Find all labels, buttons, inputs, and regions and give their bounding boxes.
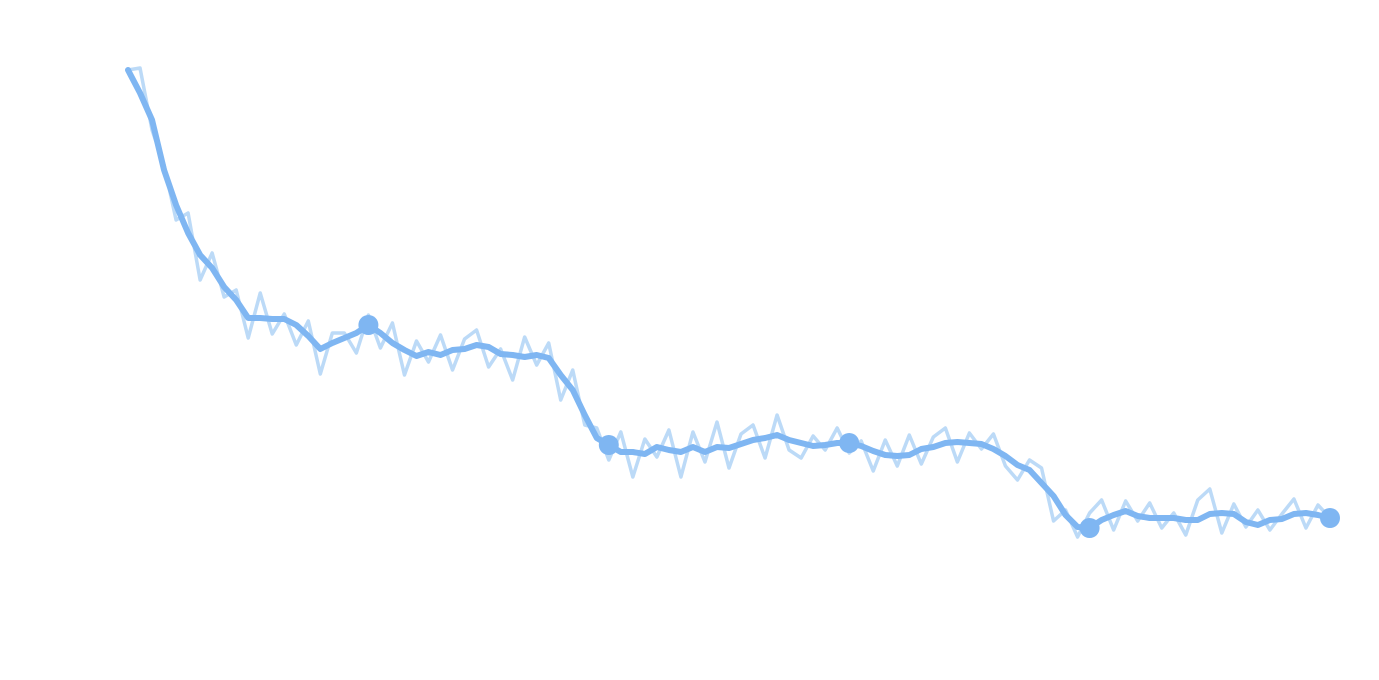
point-marker (839, 433, 860, 453)
series-line (125, 67, 1333, 531)
point-marker (358, 315, 379, 335)
point-marker (1320, 508, 1340, 528)
point-marker (1079, 518, 1100, 538)
point-marker (598, 435, 619, 455)
series-line (126, 66, 1332, 539)
